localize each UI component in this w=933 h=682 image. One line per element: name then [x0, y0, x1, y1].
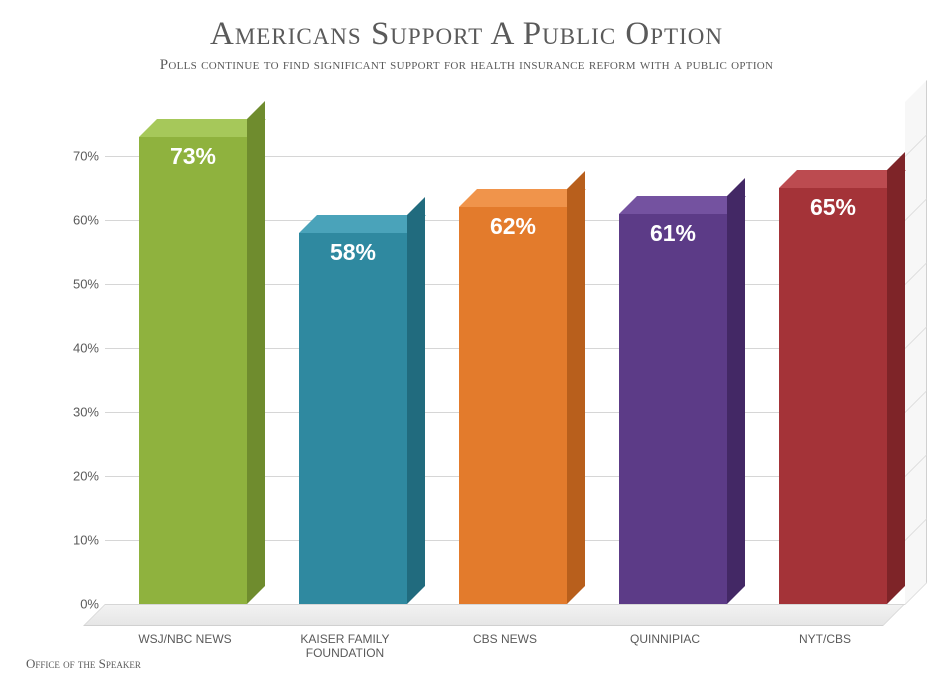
gridline: [105, 604, 905, 605]
bar: 58%: [299, 233, 408, 604]
bar-value-label: 58%: [299, 239, 408, 266]
y-axis-tick: 50%: [55, 277, 99, 292]
footer-credit: Office of the Speaker: [26, 656, 141, 672]
bar-value-label: 73%: [139, 143, 248, 170]
bar-value-label: 62%: [459, 213, 568, 240]
y-axis-tick: 10%: [55, 533, 99, 548]
x-axis-label: NYT/CBS: [745, 632, 905, 646]
bar-front: [299, 233, 408, 604]
bar-side: [567, 171, 585, 604]
x-axis-label: CBS NEWS: [425, 632, 585, 646]
bar-value-label: 61%: [619, 220, 728, 247]
y-axis-tick: 70%: [55, 149, 99, 164]
bar: 62%: [459, 207, 568, 604]
page-title: Americans Support A Public Option: [0, 16, 933, 53]
bar-side: [727, 178, 745, 604]
y-axis-tick: 60%: [55, 213, 99, 228]
x-axis-label: WSJ/NBC NEWS: [105, 632, 265, 646]
bar-side: [247, 101, 265, 604]
bar: 65%: [779, 188, 888, 604]
bar-value-label: 65%: [779, 194, 888, 221]
chart-floor: [83, 604, 905, 626]
bar: 61%: [619, 214, 728, 604]
y-axis-tick: 30%: [55, 405, 99, 420]
y-axis-tick: 40%: [55, 341, 99, 356]
x-axis-label: KAISER FAMILYFOUNDATION: [265, 632, 425, 661]
bar-side: [887, 152, 905, 604]
bar-side: [407, 197, 425, 604]
y-axis-tick: 0%: [55, 597, 99, 612]
y-axis-tick: 20%: [55, 469, 99, 484]
x-axis-label: QUINNIPIAC: [585, 632, 745, 646]
bar-front: [139, 137, 248, 604]
bar-front: [779, 188, 888, 604]
bar: 73%: [139, 137, 248, 604]
bar-front: [459, 207, 568, 604]
bar-front: [619, 214, 728, 604]
chart-sidewall: [905, 80, 927, 604]
bar-chart: 73%58%62%61%65% 0%10%20%30%40%50%60%70% …: [50, 124, 910, 649]
page-subtitle: Polls continue to find significant suppo…: [0, 57, 933, 74]
